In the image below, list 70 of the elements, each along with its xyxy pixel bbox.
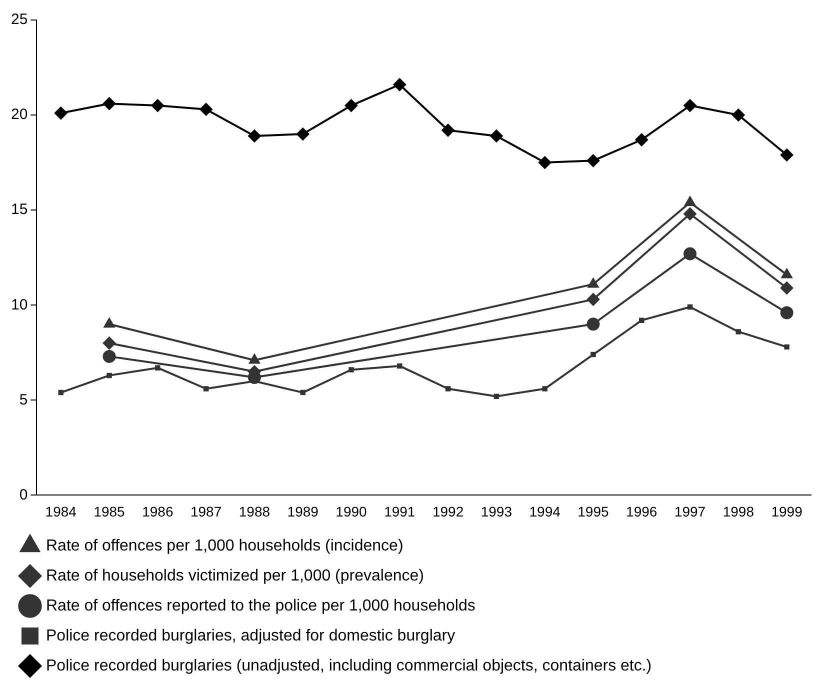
point — [736, 329, 742, 334]
y-tick-label: 10 — [10, 296, 28, 314]
x-tick-label: 1998 — [722, 503, 754, 520]
point — [102, 350, 116, 363]
x-tick-label: 1985 — [94, 503, 126, 520]
point — [781, 268, 792, 278]
point — [542, 386, 548, 392]
point — [590, 352, 596, 358]
point — [344, 99, 358, 112]
point — [104, 318, 115, 328]
point — [151, 99, 164, 112]
point — [732, 108, 745, 122]
point — [638, 318, 644, 323]
point — [684, 207, 697, 220]
point — [200, 102, 213, 116]
point — [393, 78, 406, 92]
x-tick-label: 1994 — [529, 503, 561, 520]
y-tick-label: 25 — [10, 11, 28, 28]
legend-label: Rate of households victimized per 1,000 (prevalence) — [46, 567, 424, 584]
point — [780, 306, 794, 320]
point — [588, 278, 599, 288]
x-tick-label: 1995 — [578, 503, 610, 520]
point — [445, 386, 451, 392]
point — [397, 363, 402, 369]
y-tick-label: 20 — [10, 106, 28, 124]
x-tick-label: 1989 — [287, 503, 319, 520]
point — [586, 154, 600, 168]
y-tick-label: 0 — [19, 486, 28, 504]
point — [300, 390, 306, 396]
x-tick-label: 1996 — [626, 503, 658, 520]
legend-label: Police recorded burglaries (unadjusted, including commercial objects, containers etc.) — [46, 657, 652, 674]
point — [248, 354, 260, 364]
x-tick-label: 1993 — [480, 503, 512, 520]
y-tick-label: 15 — [10, 201, 28, 218]
point — [102, 336, 116, 350]
legend-label: Police recorded burglaries, adjusted for domestic burglary — [46, 627, 456, 644]
point — [780, 148, 794, 162]
point — [106, 372, 112, 378]
point — [684, 99, 697, 112]
x-tick-label: 1991 — [384, 503, 416, 520]
point — [684, 247, 697, 260]
x-tick-label: 1990 — [336, 503, 368, 520]
x-tick-label: 1988 — [238, 503, 270, 520]
point — [586, 292, 600, 306]
x-tick-label: 1999 — [771, 503, 803, 520]
y-tick-label: 5 — [19, 391, 28, 408]
x-tick-label: 1987 — [190, 503, 222, 520]
point — [635, 133, 648, 146]
point — [348, 367, 354, 372]
legend-label: Rate of offences per 1,000 households (incidence) — [46, 537, 404, 554]
point — [102, 97, 116, 110]
x-tick-label: 1992 — [432, 503, 464, 520]
point — [780, 282, 794, 295]
x-tick-label: 1997 — [674, 503, 706, 520]
point — [494, 394, 500, 399]
x-tick-label: 1984 — [45, 503, 77, 520]
x-tick-label: 1986 — [142, 503, 174, 520]
legend-label: Rate of offences reported to the police per 1,000 households — [46, 597, 476, 614]
point — [490, 129, 503, 142]
point — [155, 365, 160, 370]
point — [784, 344, 790, 350]
point — [248, 129, 261, 142]
point — [203, 386, 209, 392]
point — [54, 106, 68, 120]
point — [586, 318, 600, 331]
point — [442, 124, 455, 137]
point — [58, 390, 64, 396]
point — [538, 156, 552, 170]
point — [687, 304, 693, 310]
point — [296, 128, 310, 141]
